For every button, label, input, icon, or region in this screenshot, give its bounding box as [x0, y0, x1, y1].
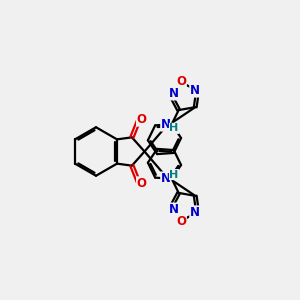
Text: H: H: [169, 123, 179, 134]
Text: N: N: [169, 203, 178, 216]
Text: O: O: [176, 76, 186, 88]
Text: O: O: [136, 177, 147, 190]
Text: O: O: [136, 113, 147, 126]
Text: N: N: [161, 118, 171, 131]
Text: O: O: [176, 214, 186, 227]
Text: N: N: [190, 206, 200, 219]
Text: N: N: [190, 84, 200, 97]
Text: N: N: [169, 87, 178, 100]
Text: H: H: [169, 169, 179, 180]
Text: N: N: [161, 172, 171, 185]
